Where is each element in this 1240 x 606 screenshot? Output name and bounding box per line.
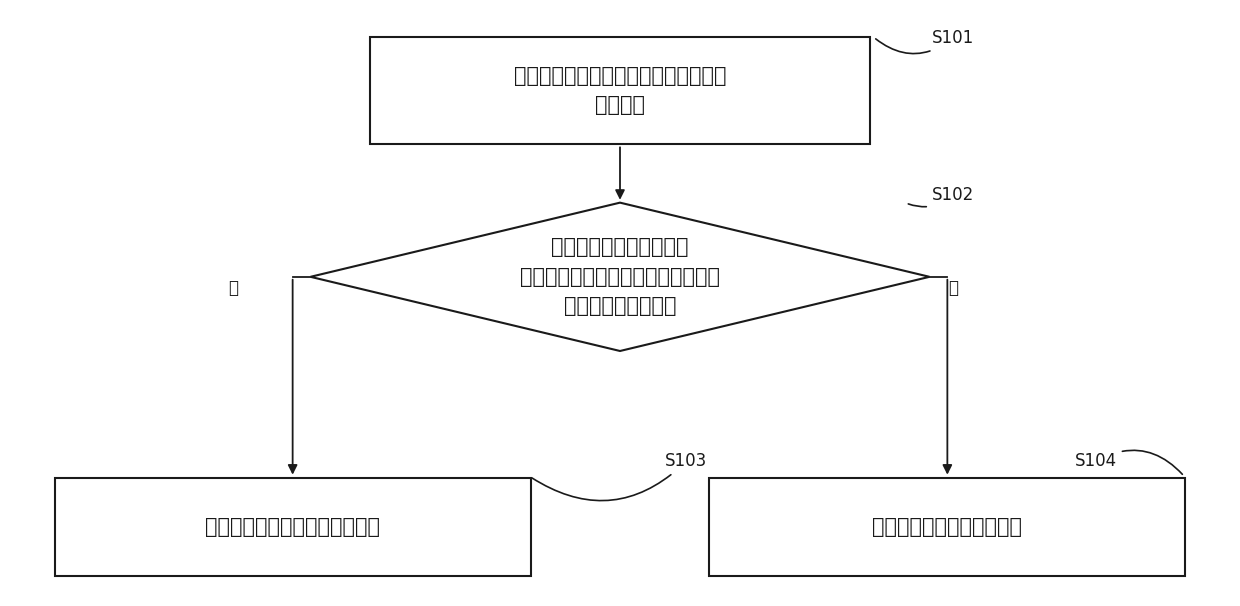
Bar <box>709 478 1185 576</box>
Text: 是: 是 <box>228 279 238 298</box>
Text: S102: S102 <box>908 187 975 207</box>
Text: 该电池模组一侧电连接正常: 该电池模组一侧电连接正常 <box>873 517 1022 537</box>
Text: 实时采集动力电池包内每个电池模组的
温度数据: 实时采集动力电池包内每个电池模组的 温度数据 <box>513 66 727 116</box>
Polygon shape <box>310 202 930 351</box>
Text: S104: S104 <box>1075 450 1183 474</box>
Text: 该电池模组一侧存在电连接异常: 该电池模组一侧存在电连接异常 <box>205 517 381 537</box>
Text: 否: 否 <box>949 279 959 298</box>
Text: S103: S103 <box>532 452 708 501</box>
Text: S101: S101 <box>875 29 975 53</box>
Text: 判断每个电池模组的两个
温度检测值之间的温度差是否大于或
等于第一温度阈值？: 判断每个电池模组的两个 温度检测值之间的温度差是否大于或 等于第一温度阈值？ <box>520 237 720 316</box>
Bar <box>370 37 870 144</box>
Bar <box>55 478 531 576</box>
